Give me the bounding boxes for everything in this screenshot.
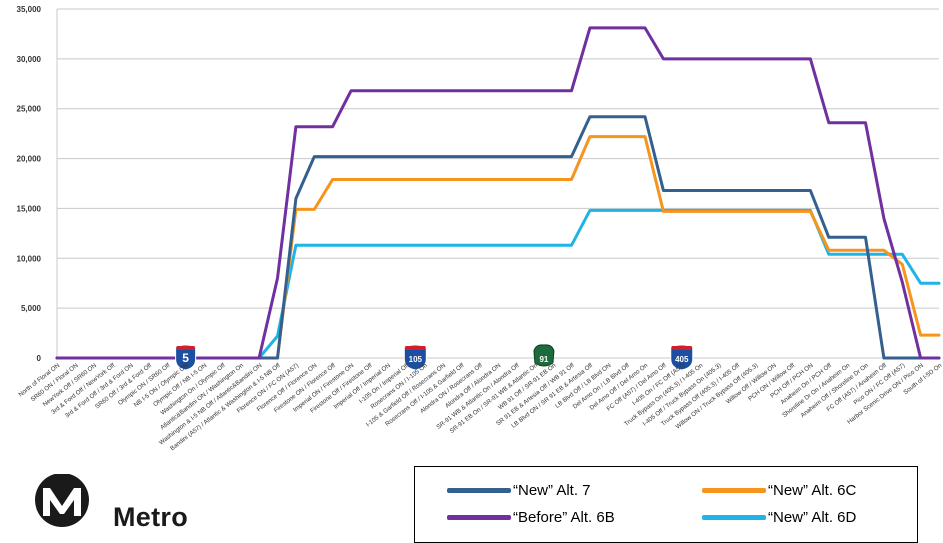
y-tick-label: 25,000 [17, 105, 42, 114]
legend-label-alt-7: “New” Alt. 7 [513, 482, 591, 499]
legend-item-alt-6c: “New” Alt. 6C [702, 482, 856, 499]
y-axis-tick-labels: 0 5,000 10,000 15,000 20,000 25,000 30,000 35,0… [17, 5, 42, 363]
y-tick-label: 15,000 [17, 204, 42, 213]
state-route-shield-icon: 91 [533, 344, 555, 367]
interstate-shield-icon: 405 [670, 344, 694, 371]
shield-label: 105 [409, 355, 423, 364]
interstate-shield-icon: 5 [175, 344, 197, 371]
y-tick-label: 0 [37, 354, 42, 363]
series-line [55, 208, 941, 360]
series-line [55, 135, 941, 360]
chart-gridlines [56, 8, 939, 359]
series-line [55, 115, 941, 360]
y-tick-label: 35,000 [17, 5, 42, 14]
metro-logo-icon [35, 474, 89, 527]
legend-label-alt-6b: “Before” Alt. 6B [513, 509, 615, 526]
legend-label-alt-6d: “New” Alt. 6D [768, 509, 857, 526]
metro-logo: Metro [28, 474, 218, 534]
legend-swatch-alt-7 [447, 488, 511, 493]
shield-label: 405 [675, 355, 689, 364]
y-tick-label: 5,000 [21, 304, 42, 313]
route-shields: 5 105 91 405 [175, 344, 694, 371]
metro-wordmark: Metro [113, 502, 188, 532]
y-tick-label: 30,000 [17, 55, 42, 64]
legend-swatch-alt-6d [702, 515, 766, 520]
legend-swatch-alt-6b [447, 515, 511, 520]
shield-label: 5 [182, 351, 189, 365]
legend-swatch-alt-6c [702, 488, 766, 493]
shield-label: 91 [539, 355, 548, 364]
chart-series [55, 26, 941, 360]
interstate-shield-icon: 105 [403, 344, 427, 371]
chart-legend: “New” Alt. 7 “New” Alt. 6C “Before” Alt.… [414, 466, 918, 543]
legend-item-alt-7: “New” Alt. 7 [447, 482, 591, 499]
y-tick-label: 20,000 [17, 155, 42, 164]
legend-item-alt-6b: “Before” Alt. 6B [447, 509, 615, 526]
y-tick-label: 10,000 [17, 254, 42, 263]
series-line [55, 26, 941, 360]
legend-label-alt-6c: “New” Alt. 6C [768, 482, 857, 499]
legend-item-alt-6d: “New” Alt. 6D [702, 509, 856, 526]
